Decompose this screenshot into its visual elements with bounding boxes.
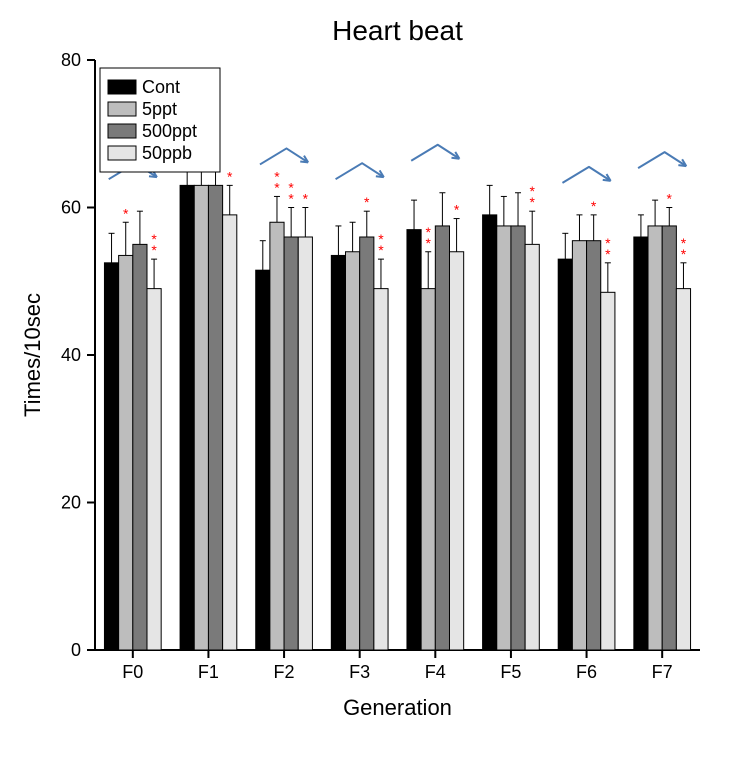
x-tick-label: F3 bbox=[349, 662, 370, 682]
y-tick-label: 20 bbox=[61, 493, 81, 513]
y-axis-label: Times/10sec bbox=[20, 293, 45, 417]
legend-swatch bbox=[108, 80, 136, 94]
x-tick-label: F5 bbox=[500, 662, 521, 682]
bar bbox=[133, 244, 147, 650]
sig-marker: * bbox=[274, 168, 280, 184]
bar bbox=[223, 215, 237, 650]
y-tick-label: 0 bbox=[71, 640, 81, 660]
bar bbox=[676, 289, 690, 650]
sig-marker: * bbox=[425, 224, 431, 240]
x-tick-label: F6 bbox=[576, 662, 597, 682]
sig-marker: * bbox=[681, 235, 687, 251]
legend-swatch bbox=[108, 146, 136, 160]
x-tick-label: F2 bbox=[274, 662, 295, 682]
y-tick-label: 40 bbox=[61, 345, 81, 365]
bar bbox=[360, 237, 374, 650]
x-tick-label: F0 bbox=[122, 662, 143, 682]
legend-swatch bbox=[108, 102, 136, 116]
bar bbox=[208, 185, 222, 650]
bar bbox=[331, 255, 345, 650]
bar bbox=[119, 255, 133, 650]
bar bbox=[572, 241, 586, 650]
bar bbox=[284, 237, 298, 650]
sig-marker: * bbox=[303, 191, 309, 207]
bar bbox=[634, 237, 648, 650]
sig-marker: * bbox=[123, 205, 129, 221]
x-tick-label: F1 bbox=[198, 662, 219, 682]
bar bbox=[587, 241, 601, 650]
bar bbox=[147, 289, 161, 650]
bar bbox=[407, 230, 421, 650]
legend-label: Cont bbox=[142, 77, 180, 97]
sig-marker: * bbox=[227, 168, 233, 184]
sig-marker: * bbox=[151, 231, 157, 247]
bar bbox=[497, 226, 511, 650]
sig-marker: * bbox=[454, 202, 460, 218]
bar bbox=[298, 237, 312, 650]
x-tick-label: F4 bbox=[425, 662, 446, 682]
bar bbox=[511, 226, 525, 650]
bar bbox=[483, 215, 497, 650]
bar bbox=[435, 226, 449, 650]
x-tick-label: F7 bbox=[652, 662, 673, 682]
bar bbox=[601, 292, 615, 650]
y-tick-label: 80 bbox=[61, 50, 81, 70]
legend-label: 50ppb bbox=[142, 143, 192, 163]
sig-marker: * bbox=[529, 183, 535, 199]
sig-marker: * bbox=[667, 191, 673, 207]
bar bbox=[662, 226, 676, 650]
bar bbox=[449, 252, 463, 650]
x-axis-label: Generation bbox=[343, 695, 452, 720]
chart-container: Heart beat 0 20 40 60 80 Times/10sec Generation… bbox=[0, 0, 744, 768]
bar bbox=[104, 263, 118, 650]
sig-marker: * bbox=[605, 235, 611, 251]
y-tick-label: 60 bbox=[61, 198, 81, 218]
heartbeat-bar-chart: Heart beat 0 20 40 60 80 Times/10sec Generation… bbox=[0, 0, 744, 768]
chart-title: Heart beat bbox=[332, 15, 463, 46]
sig-marker: * bbox=[288, 180, 294, 196]
bar bbox=[525, 244, 539, 650]
sig-marker: * bbox=[364, 194, 370, 210]
sig-marker: * bbox=[591, 198, 597, 214]
bar bbox=[346, 252, 360, 650]
bar bbox=[374, 289, 388, 650]
bar bbox=[256, 270, 270, 650]
bar bbox=[648, 226, 662, 650]
bar bbox=[270, 222, 284, 650]
bar bbox=[180, 185, 194, 650]
legend-label: 500ppt bbox=[142, 121, 197, 141]
bar bbox=[558, 259, 572, 650]
bar bbox=[421, 289, 435, 650]
sig-marker: * bbox=[378, 231, 384, 247]
bar bbox=[194, 185, 208, 650]
legend-label: 5ppt bbox=[142, 99, 177, 119]
legend-swatch bbox=[108, 124, 136, 138]
